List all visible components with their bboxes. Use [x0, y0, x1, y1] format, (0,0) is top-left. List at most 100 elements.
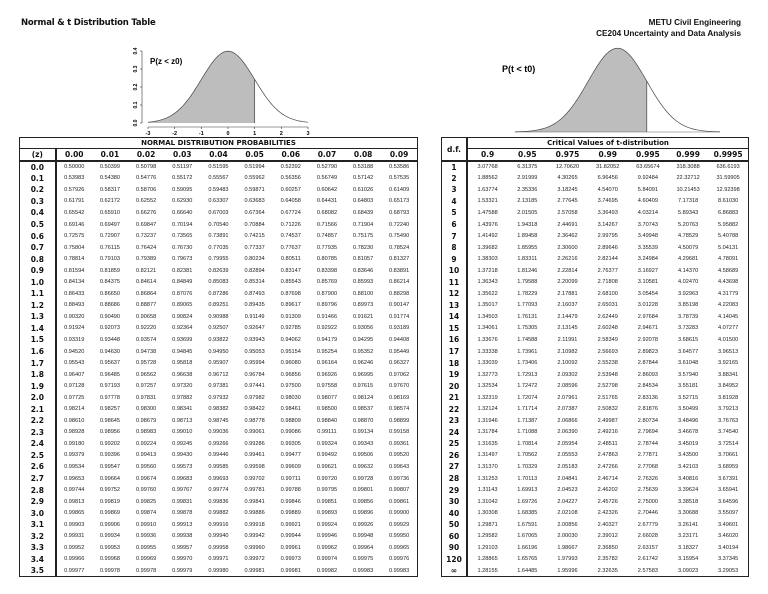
probability-cell: 0.76424 — [135, 244, 157, 251]
probability-cell: 0.84375 — [99, 279, 121, 286]
probability-cell: 0.75175 — [353, 233, 374, 240]
probability-cell: 0.96327 — [388, 360, 410, 367]
probability-cell: 0.53586 — [388, 164, 410, 171]
z-row-label: 1.6 — [19, 345, 57, 358]
critical-value-cell: 2.20099 — [557, 279, 578, 286]
table-row: 6 1.43976 1.94318 2.44691 3.14267 3.70743 5.20… — [441, 218, 749, 231]
probability-cell: 0.99632 — [353, 463, 374, 470]
probability-cell: 0.99958 — [208, 544, 229, 551]
table-row: 0.6 0.72575 0.72907 0.73237 0.73565 0.73891 0.… — [19, 230, 418, 242]
probability-cell: 0.98956 — [99, 429, 121, 436]
probability-cell: 0.70884 — [244, 221, 265, 228]
critical-value-cell: 1.71387 — [517, 417, 538, 424]
z-row-label: 2.8 — [19, 484, 57, 496]
critical-value-cell: 2.77645 — [557, 198, 578, 205]
probability-cell: 0.99903 — [64, 521, 85, 528]
probability-cell: 0.99972 — [244, 556, 265, 563]
critical-value-cell: 1.72074 — [517, 394, 538, 401]
z-row-label: 0.0 — [19, 161, 57, 173]
critical-value-cell: 2.05553 — [557, 452, 578, 459]
z-row-label: 0.1 — [19, 172, 57, 185]
probability-cell: 0.99396 — [99, 452, 121, 459]
table-row: 7 1.41492 1.89458 2.36462 2.99795 3.49948 4.78… — [441, 230, 749, 242]
z-row-label: 2.2 — [19, 415, 57, 427]
df-row-label: 60 — [441, 530, 468, 543]
probability-cell: 0.66640 — [172, 209, 193, 216]
df-row-label: 4 — [441, 195, 468, 208]
probability-cell: 0.99950 — [388, 533, 410, 540]
probability-cell: 0.91309 — [280, 313, 301, 320]
probability-cell: 0.99621 — [316, 463, 338, 470]
df-row-label: 26 — [441, 449, 468, 462]
t-table-body: 1 3.07768 6.31375 12.70620 31.82052 63.65674 3… — [441, 161, 749, 577]
z-row-label: 3.1 — [19, 518, 57, 531]
critical-value-cell: 3.24984 — [637, 256, 659, 263]
critical-value-cell: 2.47863 — [597, 452, 618, 459]
table-row: 2.6 0.99534 0.99547 0.99560 0.99573 0.99585 0.… — [19, 461, 418, 473]
critical-value-cell: 1.71088 — [517, 429, 538, 436]
probability-cell: 0.99856 — [353, 498, 374, 505]
normal-col-header: 0.08 — [345, 148, 382, 162]
probability-cell: 0.99918 — [244, 521, 265, 528]
critical-value-cell: 2.57058 — [557, 209, 578, 216]
critical-value-cell: 5.84091 — [637, 186, 659, 193]
probability-cell: 0.99819 — [99, 498, 121, 505]
probability-cell: 0.97381 — [208, 383, 229, 390]
probability-cell: 0.74857 — [316, 233, 338, 240]
critical-value-cell: 1.79588 — [517, 279, 538, 286]
critical-value-cell: 1.64485 — [517, 567, 538, 574]
normal-table-column-headers: (z) 0.00 0.01 0.02 0.03 0.04 0.05 0.06 0.07 0.08… — [19, 148, 418, 162]
table-row: 10 1.37218 1.81246 2.22814 2.76377 3.16927 4.1… — [441, 264, 749, 277]
probability-cell: 0.98382 — [208, 406, 229, 413]
z-row-label: 1.3 — [19, 311, 57, 323]
table-row: 14 1.34503 1.76131 2.14479 2.62449 2.97684 3.7… — [441, 311, 749, 323]
z-row-label: 1.4 — [19, 322, 57, 335]
probability-cell: 0.84849 — [172, 279, 193, 286]
critical-value-cell: 2.07387 — [557, 406, 578, 413]
probability-cell: 0.99980 — [208, 567, 229, 574]
df-row-label: 120 — [441, 553, 468, 566]
probability-cell: 0.67003 — [208, 209, 229, 216]
probability-cell: 0.99534 — [64, 463, 85, 470]
probability-cell: 0.99520 — [388, 452, 410, 459]
critical-value-cell: 3.64577 — [678, 348, 699, 355]
critical-value-cell: 3.70661 — [717, 452, 739, 459]
table-row: 3.4 0.99966 0.99968 0.99969 0.99970 0.99971 0.… — [19, 553, 418, 566]
probability-cell: 0.82381 — [172, 267, 193, 274]
table-row: 0.1 0.53983 0.54380 0.54776 0.55172 0.55567 0.… — [19, 172, 418, 185]
critical-value-cell: 3.36493 — [597, 209, 618, 216]
probability-cell: 0.63683 — [244, 198, 265, 205]
critical-value-cell: 2.05954 — [557, 440, 578, 447]
probability-cell: 0.92785 — [280, 325, 301, 332]
probability-cell: 0.87076 — [172, 290, 193, 297]
probability-cell: 0.78230 — [353, 244, 374, 251]
probability-cell: 0.97500 — [280, 383, 301, 390]
df-row-label: 30 — [441, 495, 468, 508]
critical-value-cell: 3.92165 — [717, 360, 739, 367]
probability-cell: 0.99957 — [172, 544, 193, 551]
table-row: 90 1.29103 1.66196 1.98667 2.36850 2.63157 3.1… — [441, 542, 749, 554]
probability-cell: 0.54380 — [99, 175, 121, 182]
critical-value-cell: 3.78739 — [678, 313, 699, 320]
probability-cell: 0.99767 — [172, 487, 193, 494]
probability-cell: 0.69847 — [135, 221, 157, 228]
probability-cell: 0.99702 — [244, 475, 265, 482]
z-row-label: 3.0 — [19, 507, 57, 519]
probability-cell: 0.88493 — [64, 302, 85, 309]
critical-value-cell: 1.89458 — [517, 233, 538, 240]
probability-cell: 0.58317 — [99, 186, 121, 193]
probability-cell: 0.99266 — [208, 440, 229, 447]
z-row-label: 1.7 — [19, 357, 57, 369]
probability-cell: 0.99926 — [353, 521, 374, 528]
critical-value-cell: 2.51765 — [597, 394, 618, 401]
critical-value-cell: 2.87844 — [637, 360, 659, 367]
critical-value-cell: 4.03214 — [637, 209, 659, 216]
probability-cell: 0.89973 — [353, 302, 374, 309]
critical-value-cell: 2.71808 — [597, 279, 618, 286]
svg-text:-2: -2 — [172, 131, 177, 137]
probability-cell: 0.68793 — [388, 209, 410, 216]
df-row-label: 27 — [441, 461, 468, 473]
probability-cell: 0.88100 — [353, 290, 374, 297]
critical-value-cell: 9.92484 — [637, 175, 659, 182]
critical-value-cell: 3.74540 — [717, 429, 739, 436]
